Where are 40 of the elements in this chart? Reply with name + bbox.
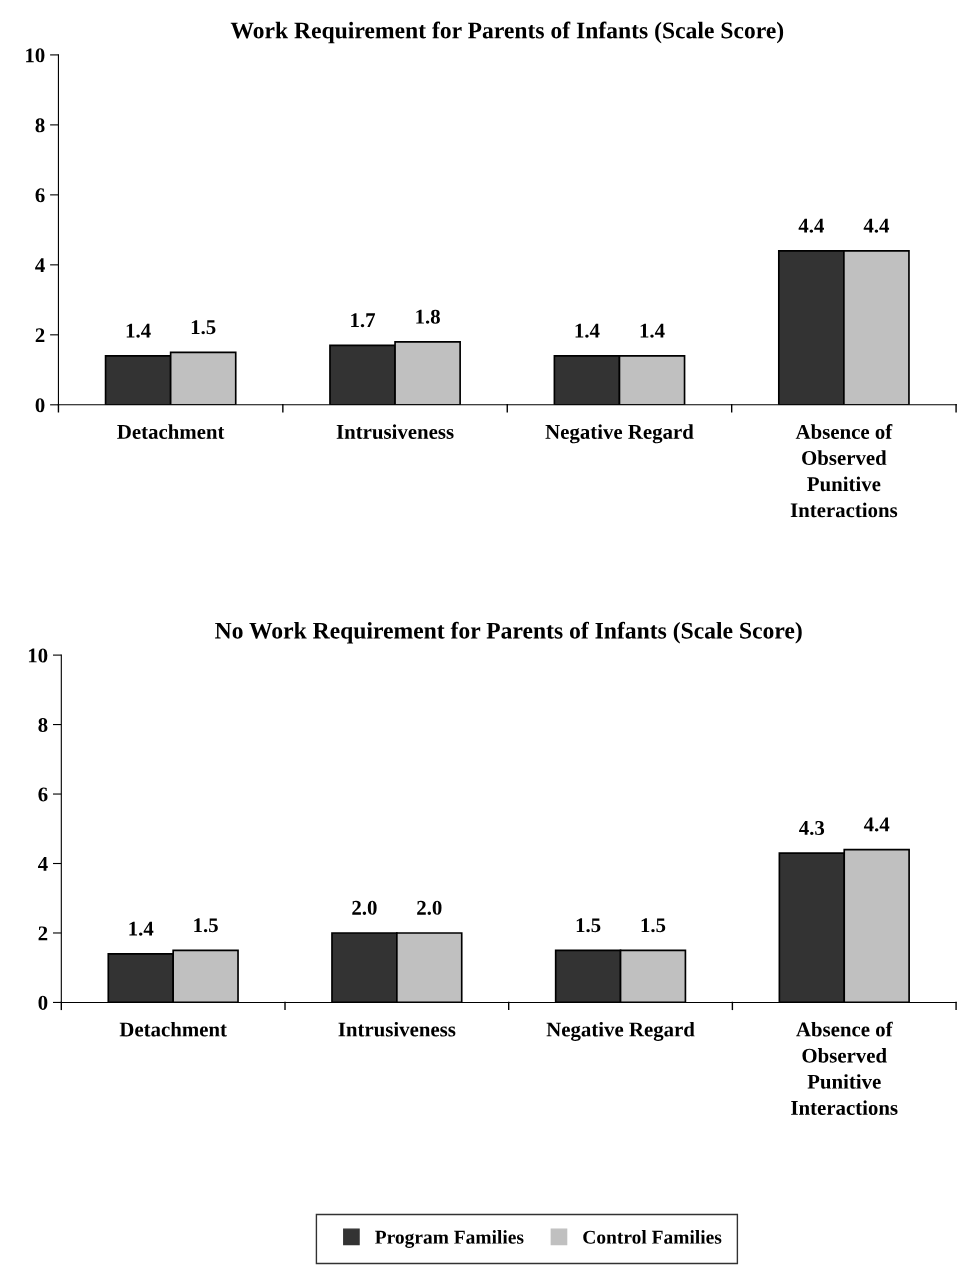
- y-tick-label: 0: [35, 398, 45, 413]
- legend-label: Control Families: [583, 1230, 722, 1244]
- y-tick-label: 10: [28, 648, 48, 663]
- y-tick-label: 8: [35, 118, 45, 133]
- y-tick-label: 2: [35, 328, 45, 343]
- data-label: 1.5: [194, 918, 218, 933]
- y-tick-label: 0: [38, 995, 48, 1010]
- data-label: 1.5: [191, 320, 216, 335]
- data-label: 1.4: [126, 323, 151, 338]
- data-label: 4.4: [863, 218, 890, 233]
- data-label: 4.4: [863, 817, 890, 832]
- data-label: 4.4: [798, 218, 824, 233]
- y-tick-label: 6: [35, 188, 45, 203]
- data-label: 1.8: [416, 309, 440, 324]
- data-label: 1.7: [351, 313, 376, 328]
- y-tick-label: 8: [38, 717, 48, 732]
- data-label: 1.5: [576, 918, 601, 933]
- y-tick-label: 2: [38, 926, 48, 941]
- data-label: 4.3: [799, 820, 825, 836]
- x-tick-label: Negative Regard: [545, 424, 694, 444]
- chart-title: Work Requirement for Parents of Infants (Scale Score): [230, 21, 784, 44]
- x-tick-label: Absence of Observed Punitive Interactions: [791, 1021, 898, 1115]
- chart-title: No Work Requirement for Parents of Infants (Scale Score): [215, 621, 802, 644]
- x-tick-label: Detachment: [117, 424, 225, 439]
- y-tick-label: 6: [38, 787, 48, 802]
- y-tick-label: 10: [26, 48, 45, 63]
- y-tick-label: 4: [35, 258, 45, 273]
- data-label: 1.5: [641, 918, 666, 933]
- data-label: 1.4: [129, 921, 154, 936]
- data-label: 2.0: [417, 900, 442, 915]
- x-tick-label: Intrusiveness: [338, 1021, 456, 1037]
- x-tick-label: Absence of Observed Punitive Interactions: [790, 424, 898, 518]
- data-label: 1.4: [640, 323, 665, 338]
- x-tick-label: Intrusiveness: [336, 424, 454, 439]
- data-label: 1.4: [575, 323, 600, 338]
- data-label: 2.0: [352, 900, 377, 915]
- x-tick-label: Detachment: [119, 1021, 227, 1037]
- x-tick-label: Negative Regard: [546, 1021, 695, 1041]
- y-tick-label: 4: [37, 857, 48, 871]
- legend-label: Program Families: [375, 1230, 524, 1248]
